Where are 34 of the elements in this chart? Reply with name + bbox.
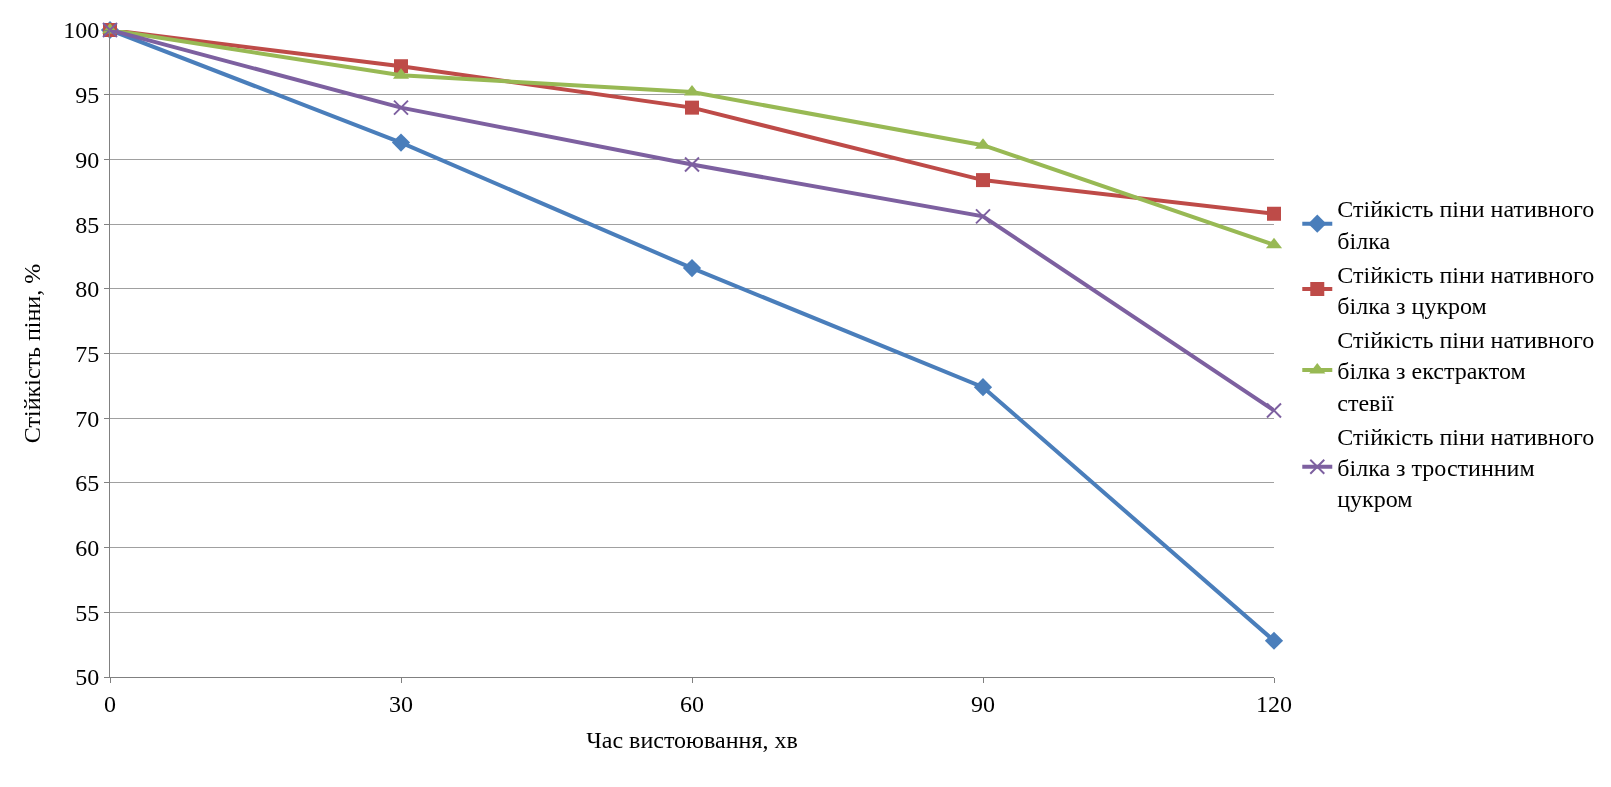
- point: [391, 133, 411, 152]
- y-tick-label: 55: [75, 599, 100, 626]
- y-tick-label: 65: [75, 470, 100, 497]
- point: [973, 378, 993, 397]
- x-axis-title: Час вистоювання, хв: [586, 727, 798, 754]
- point: [1264, 631, 1284, 650]
- y-tick-label: 80: [75, 276, 100, 303]
- point: [685, 100, 699, 115]
- legend-label: Стійкість піни нативного білка з цукром: [1337, 261, 1595, 320]
- point: [682, 259, 702, 278]
- y-tick-label: 70: [75, 405, 100, 432]
- point: [1267, 206, 1281, 221]
- x-tick-label: 60: [680, 690, 704, 717]
- point: [1266, 402, 1282, 419]
- y-tick-label: 75: [75, 340, 100, 367]
- point: [393, 99, 409, 116]
- y-tick-label: 95: [75, 82, 100, 109]
- point: [975, 208, 991, 225]
- y-tick-label: 90: [75, 146, 100, 173]
- y-tick-label: 100: [63, 17, 100, 44]
- point: [976, 173, 990, 188]
- point: [684, 156, 700, 173]
- legend-label: Стійкість піни нативного білка з тростинним цукром: [1337, 423, 1595, 513]
- y-tick-label: 85: [75, 211, 100, 238]
- x-tick-label: 30: [389, 690, 413, 717]
- legend-label: Стійкість піни нативного білка: [1337, 196, 1595, 254]
- x-tick-label: 120: [1256, 690, 1292, 717]
- y-axis-title: Стійкість піни, %: [19, 263, 46, 444]
- x-tick-label: 90: [971, 690, 995, 717]
- y-tick-label: 60: [75, 535, 100, 561]
- point: [394, 59, 408, 74]
- legend-label: Стійкість піни нативного білка з екстрактом стевії: [1337, 327, 1595, 416]
- y-tick-label: 50: [75, 664, 100, 691]
- x-tick-label: 0: [104, 690, 116, 717]
